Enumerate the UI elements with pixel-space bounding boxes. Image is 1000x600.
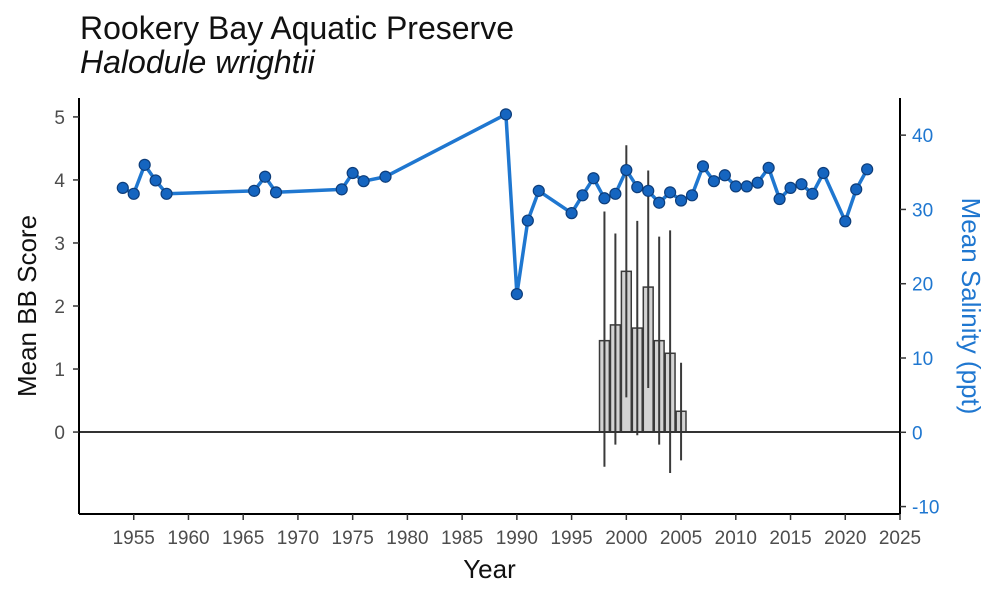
salinity-point — [674, 194, 688, 207]
salinity-point — [127, 187, 140, 200]
salinity-point — [685, 189, 699, 202]
salinity-point — [269, 186, 283, 199]
salinity-point — [587, 172, 600, 185]
x-tick-label: 2010 — [715, 528, 757, 549]
salinity-point — [861, 163, 874, 176]
salinity-point — [839, 215, 852, 228]
y-axis-label: Mean BB Score — [12, 215, 42, 397]
y-tick-label: 5 — [54, 108, 65, 129]
salinity-point — [850, 183, 863, 196]
x-tick-label: 1955 — [113, 528, 155, 549]
chart-subtitle: Halodule wrightii — [80, 44, 315, 80]
x-tick-label: 2005 — [660, 528, 702, 549]
x-tick-label: 2000 — [605, 528, 647, 549]
salinity-point — [576, 189, 589, 202]
salinity-points-layer — [116, 108, 874, 301]
chart-title: Rookery Bay Aquatic Preserve — [80, 10, 514, 46]
salinity-point — [379, 170, 392, 183]
salinity-point — [116, 181, 129, 194]
bb-bars-layer — [598, 270, 687, 433]
x-tick-label: 1960 — [167, 528, 209, 549]
salinity-point — [138, 158, 151, 171]
salinity-point — [784, 181, 797, 194]
x-tick-label: 1995 — [550, 528, 592, 549]
salinity-point — [160, 187, 173, 200]
salinity-point — [664, 186, 677, 199]
salinity-point — [729, 180, 742, 193]
salinity-point — [149, 174, 162, 187]
salinity-point — [806, 187, 819, 200]
salinity-point — [795, 178, 808, 191]
salinity-point — [762, 161, 775, 174]
salinity-point — [718, 169, 731, 182]
x-tick-label: 1975 — [332, 528, 374, 549]
salinity-point — [609, 187, 622, 200]
salinity-point — [510, 288, 523, 301]
x-tick-label: 1965 — [222, 528, 264, 549]
x-tick-label: 1985 — [441, 528, 483, 549]
salinity-point — [357, 175, 370, 188]
salinity-point — [817, 166, 830, 180]
y-tick-label: 1 — [54, 360, 65, 381]
y2-tick-label: -10 — [912, 498, 939, 519]
salinity-point — [335, 183, 348, 196]
x-tick-label: 1970 — [277, 528, 319, 549]
y2-tick-label: 40 — [912, 126, 933, 147]
axes-layer: 1955 1960 1965 1970 1975 1980 1985 1990 1995 2000… — [54, 98, 939, 549]
salinity-point — [248, 184, 261, 197]
y-tick-label: 2 — [54, 297, 65, 318]
salinity-point — [642, 184, 655, 197]
y-tick-label: 0 — [54, 423, 65, 444]
x-tick-label: 1980 — [386, 528, 428, 549]
salinity-point — [598, 192, 611, 205]
salinity-point — [258, 170, 272, 183]
salinity-point — [532, 184, 545, 197]
salinity-point — [620, 163, 633, 177]
salinity-point — [521, 214, 534, 227]
y2-tick-label: 0 — [912, 423, 923, 444]
salinity-point — [773, 192, 786, 206]
salinity-point — [707, 175, 721, 188]
x-tick-label: 2025 — [879, 528, 921, 549]
x-tick-label: 2015 — [769, 528, 811, 549]
salinity-point — [696, 160, 710, 173]
y2-axis-label: Mean Salinity (ppt) — [956, 198, 986, 415]
y-tick-label: 4 — [54, 171, 65, 192]
salinity-point — [346, 166, 359, 180]
salinity-line-layer — [121, 112, 869, 296]
salinity-line — [121, 112, 869, 296]
salinity-point — [740, 180, 753, 193]
x-tick-label: 1990 — [496, 528, 538, 549]
salinity-point — [499, 108, 513, 121]
salinity-point — [631, 181, 644, 194]
y2-tick-label: 30 — [912, 200, 933, 221]
salinity-point — [653, 196, 666, 209]
y2-tick-label: 10 — [912, 349, 933, 370]
x-axis-label: Year — [463, 554, 516, 584]
salinity-point — [565, 207, 578, 220]
y-tick-label: 3 — [54, 234, 65, 255]
salinity-point — [751, 176, 764, 189]
x-tick-label: 2020 — [824, 528, 866, 549]
y2-tick-label: 20 — [912, 275, 933, 296]
bb-errorbars-layer — [603, 145, 683, 474]
